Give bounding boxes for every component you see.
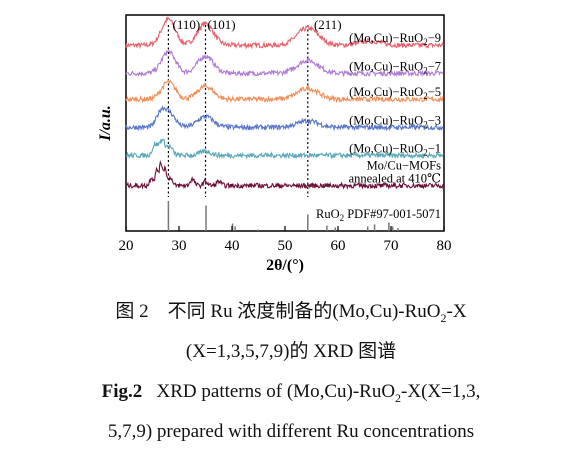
- peak-label: (211): [314, 17, 342, 32]
- x-tick-label: 70: [384, 238, 399, 254]
- x-tick-label: 80: [437, 238, 452, 254]
- x-tick-label: 40: [225, 238, 240, 254]
- series-line: [125, 138, 444, 160]
- series-labels: (Mo,Cu)−RuO2−9 (Mo,Cu)−RuO2−7 (Mo,Cu)−RuO2…: [316, 31, 441, 223]
- series-label: Mo/Cu−MOFs annealed at 410℃: [349, 159, 442, 186]
- series-line: [125, 159, 444, 191]
- peak-guides: [167, 25, 309, 197]
- y-axis-label: I/a.u.: [97, 105, 114, 142]
- peak-labels: (110) (101) (211): [173, 17, 342, 32]
- reference-lines: [167, 201, 399, 231]
- xrd-figure: (Mo,Cu)−RuO2−9 (Mo,Cu)−RuO2−7 (Mo,Cu)−RuO2…: [97, 14, 452, 274]
- series-line: [125, 49, 444, 78]
- caption-en-line2: 5,7,9) prepared with different Ru concen…: [107, 421, 475, 442]
- peak-label: (110): [173, 17, 201, 32]
- x-tick-label: 60: [331, 238, 346, 254]
- series-line: [125, 16, 444, 50]
- series-label: (Mo,Cu)−RuO2−5: [349, 85, 441, 101]
- caption-cn-line1: 图 2 不同 Ru 浓度制备的(Mo,Cu)-RuO2-X: [115, 301, 467, 325]
- xrd-chart: (Mo,Cu)−RuO2−9 (Mo,Cu)−RuO2−7 (Mo,Cu)−RuO2…: [97, 14, 452, 274]
- caption-en-line1: Fig.2 XRD patterns of (Mo,Cu)-RuO2-X(X=1…: [101, 381, 481, 405]
- peak-label: (101): [207, 17, 235, 32]
- x-tick-label: 20: [119, 238, 134, 254]
- x-tick-label: 30: [172, 238, 187, 254]
- series-line: [125, 79, 444, 104]
- series-label: (Mo,Cu)−RuO2−9: [349, 31, 441, 47]
- series-label: (Mo,Cu)−RuO2−7: [349, 59, 441, 75]
- series-label: (Mo,Cu)−RuO2−3: [349, 113, 441, 129]
- reference-label: RuO2 PDF#97-001-5071: [316, 207, 441, 223]
- x-tick-label: 50: [278, 238, 293, 254]
- series-line: [125, 104, 444, 132]
- series-label: (Mo,Cu)−RuO2−1: [349, 141, 441, 157]
- x-axis-label: 2θ/(°): [266, 257, 304, 274]
- caption-cn-line2: (X=1,3,5,7,9)的 XRD 图谱: [185, 341, 397, 362]
- x-axis: 20 30 40 50 60 70 80: [119, 226, 452, 254]
- series-curves: [125, 16, 444, 191]
